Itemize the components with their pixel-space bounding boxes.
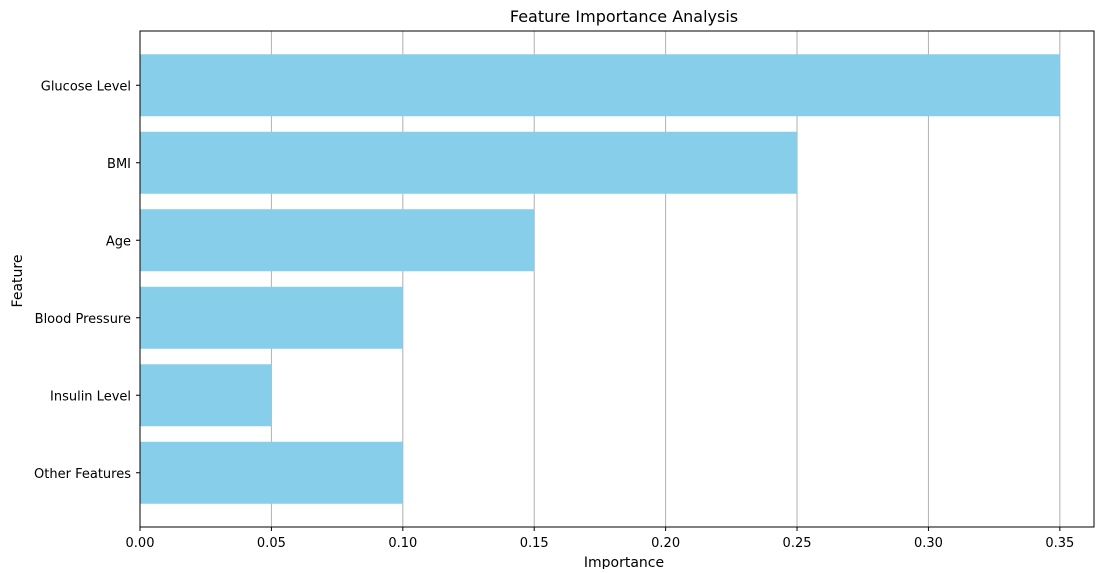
bar-other-features: [140, 441, 403, 504]
x-tick-label: 0.20: [651, 536, 680, 551]
x-tick-label: 0.15: [520, 536, 549, 551]
bar-age: [140, 209, 535, 272]
y-axis-label: Feature: [10, 255, 26, 308]
y-tick-label: Insulin Level: [50, 389, 131, 404]
bars: [140, 54, 1060, 504]
x-tick-label: 0.05: [257, 536, 286, 551]
y-tick-label: Age: [106, 234, 131, 249]
y-tick-label: Blood Pressure: [35, 312, 131, 327]
y-tick-labels: Glucose Level BMI Age Blood Pressure Insulin…: [34, 79, 131, 482]
x-tick-label: 0.35: [1045, 536, 1074, 551]
x-tick-label: 0.10: [388, 536, 417, 551]
plot-frame: [139, 30, 1095, 528]
y-tick-label: BMI: [107, 157, 131, 172]
x-tick-label: 0.00: [126, 536, 155, 551]
bar-blood-pressure: [140, 286, 403, 349]
y-tick-label: Other Features: [34, 467, 131, 482]
chart-title: Feature Importance Analysis: [510, 7, 738, 26]
x-tick-label: 0.30: [914, 536, 943, 551]
x-tick-labels: 0.00 0.05 0.10 0.15 0.20 0.25 0.30 0.35: [126, 536, 1075, 551]
axes: [136, 30, 1095, 531]
bar-bmi: [140, 131, 798, 194]
bar-insulin-level: [140, 364, 272, 427]
bar-glucose-level: [140, 54, 1060, 117]
y-tick-label: Glucose Level: [41, 79, 131, 94]
x-tick-label: 0.25: [783, 536, 812, 551]
x-axis-label: Importance: [584, 555, 664, 569]
